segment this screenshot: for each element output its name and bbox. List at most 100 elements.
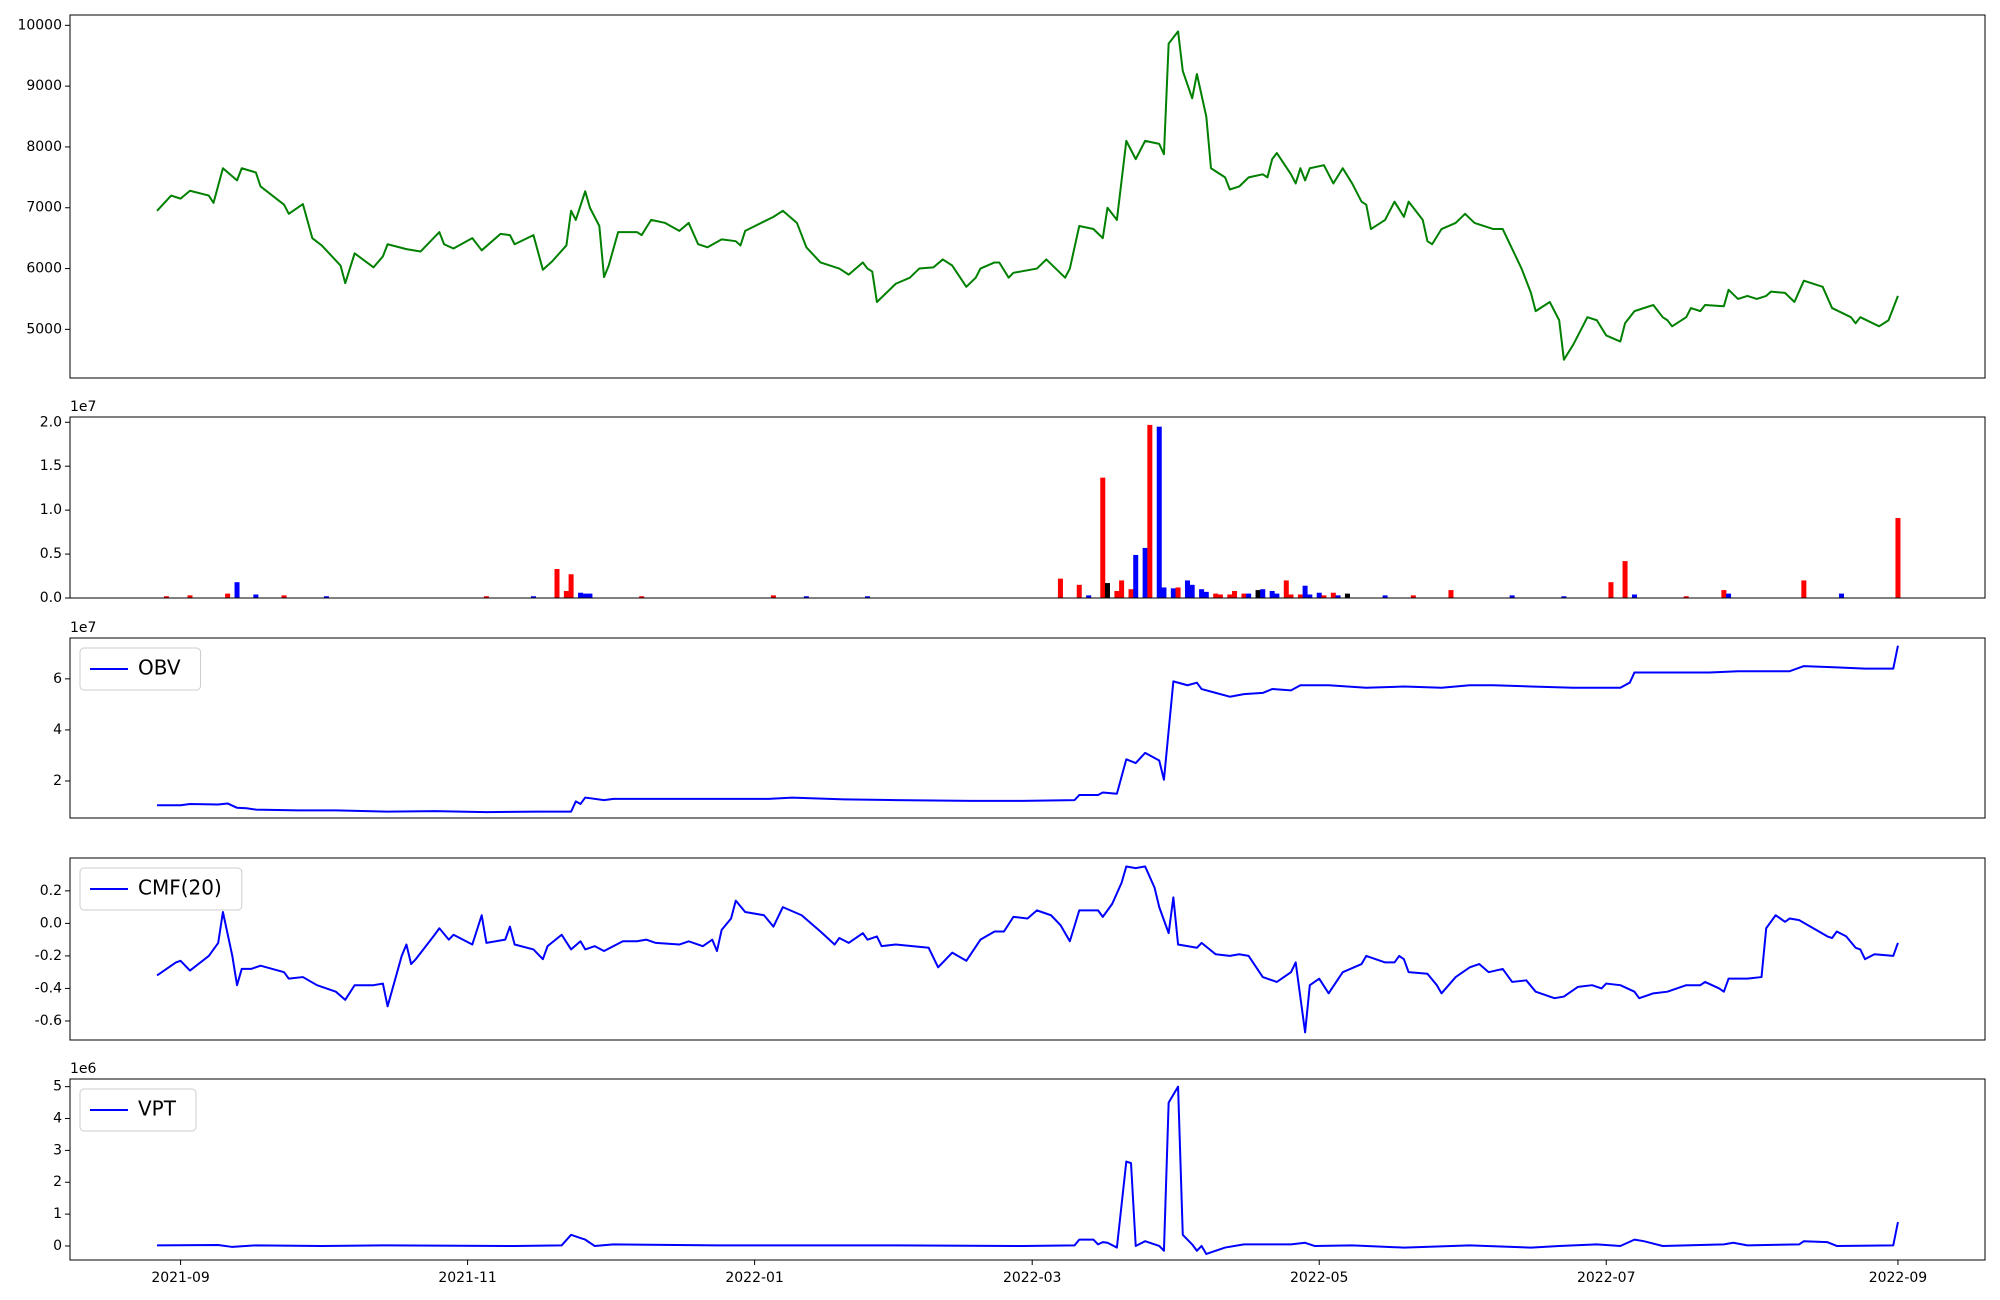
bar [163,596,169,598]
bar [1288,594,1294,598]
bar [1184,580,1190,598]
bar [1561,596,1567,598]
bar [1076,584,1082,598]
legend-box [79,647,202,691]
bar [1175,587,1181,598]
bar [1246,593,1252,598]
axes-frame [69,857,1986,1041]
bar [1232,590,1238,598]
y-tick-label: 0.0 [40,590,62,606]
series-line [157,1085,1899,1255]
bar [865,596,871,598]
bar [1801,580,1807,598]
bar [1114,590,1120,598]
y-tick-label: 5000 [26,321,62,337]
bar [281,595,287,598]
y-tick-label: 3 [53,1142,62,1158]
y-tick-label: 0.0 [40,915,62,931]
bar [1241,593,1247,598]
y-tick-label: 9000 [26,78,62,94]
bar [587,593,593,598]
y-tick-label: 4 [53,1111,62,1127]
bar [1104,583,1110,598]
axes-frame [69,416,1986,599]
series-line [156,30,1899,361]
offset-text: 1e7 [70,620,96,636]
y-tick-label: 1.0 [40,502,62,518]
bar [1170,588,1176,598]
bar [1321,595,1327,598]
legend-label: OBV [138,656,181,680]
y-tick-label: 0.5 [40,546,62,562]
bar [1382,595,1388,598]
y-tick-label: 1 [53,1206,62,1222]
y-tick-label: -0.2 [35,948,62,964]
bar [234,582,240,598]
bar [770,595,776,598]
bar [1213,593,1219,598]
bar [639,596,645,598]
bar [225,593,231,598]
bar [1119,580,1125,598]
y-tick-label: 0 [53,1238,62,1254]
legend: CMF(20) [79,867,243,911]
bar [1344,593,1350,598]
bar [1721,590,1727,598]
bar [1608,582,1614,598]
y-tick-label: -0.6 [35,1013,62,1029]
bar [1509,595,1515,598]
bar [1683,596,1689,598]
bar [563,590,569,598]
bar [568,574,574,598]
bar [1147,424,1153,598]
y-tick-label: 2.0 [40,414,62,430]
legend-label: VPT [138,1097,177,1121]
y-tick-label: 6 [53,671,62,687]
bar [1335,595,1341,598]
axes-frame [69,1078,1986,1261]
bar [323,596,329,598]
y-tick-label: -0.4 [35,980,62,996]
series-line [157,645,1899,814]
bar [1156,426,1162,598]
bar [1161,587,1167,598]
bar [1297,594,1303,598]
bar [1128,589,1134,598]
bar [1133,554,1139,598]
bar [578,592,584,598]
legend-box [79,867,243,911]
bar [1307,594,1313,598]
legend-box [79,1088,197,1132]
bar [1631,594,1637,598]
offset-text: 1e6 [70,1061,97,1077]
y-tick-label: 0.2 [40,883,62,899]
x-tick-label: 2021-11 [438,1270,497,1286]
y-tick-label: 5 [53,1079,62,1095]
legend-label: CMF(20) [138,876,222,900]
x-tick-label: 2022-01 [725,1270,784,1286]
y-tick-label: 2 [53,773,62,789]
bar [1057,578,1063,598]
x-tick-label: 2022-09 [1869,1270,1928,1286]
y-tick-label: 10000 [17,17,62,33]
bar [1142,547,1148,598]
bar [1726,593,1732,598]
bar [1410,595,1416,598]
bar [1255,590,1261,598]
bar [1330,592,1336,598]
bar [530,596,536,598]
bar [1227,594,1233,598]
bar [1283,580,1289,598]
x-tick-label: 2022-03 [1003,1270,1062,1286]
bar [1100,477,1106,598]
x-tick-label: 2022-05 [1290,1270,1349,1286]
bar [483,596,489,598]
y-tick-label: 7000 [26,200,62,216]
bar [1838,593,1844,598]
bar [1269,590,1275,598]
y-tick-label: 1.5 [40,458,62,474]
bar [1189,584,1195,598]
bar [582,593,588,598]
